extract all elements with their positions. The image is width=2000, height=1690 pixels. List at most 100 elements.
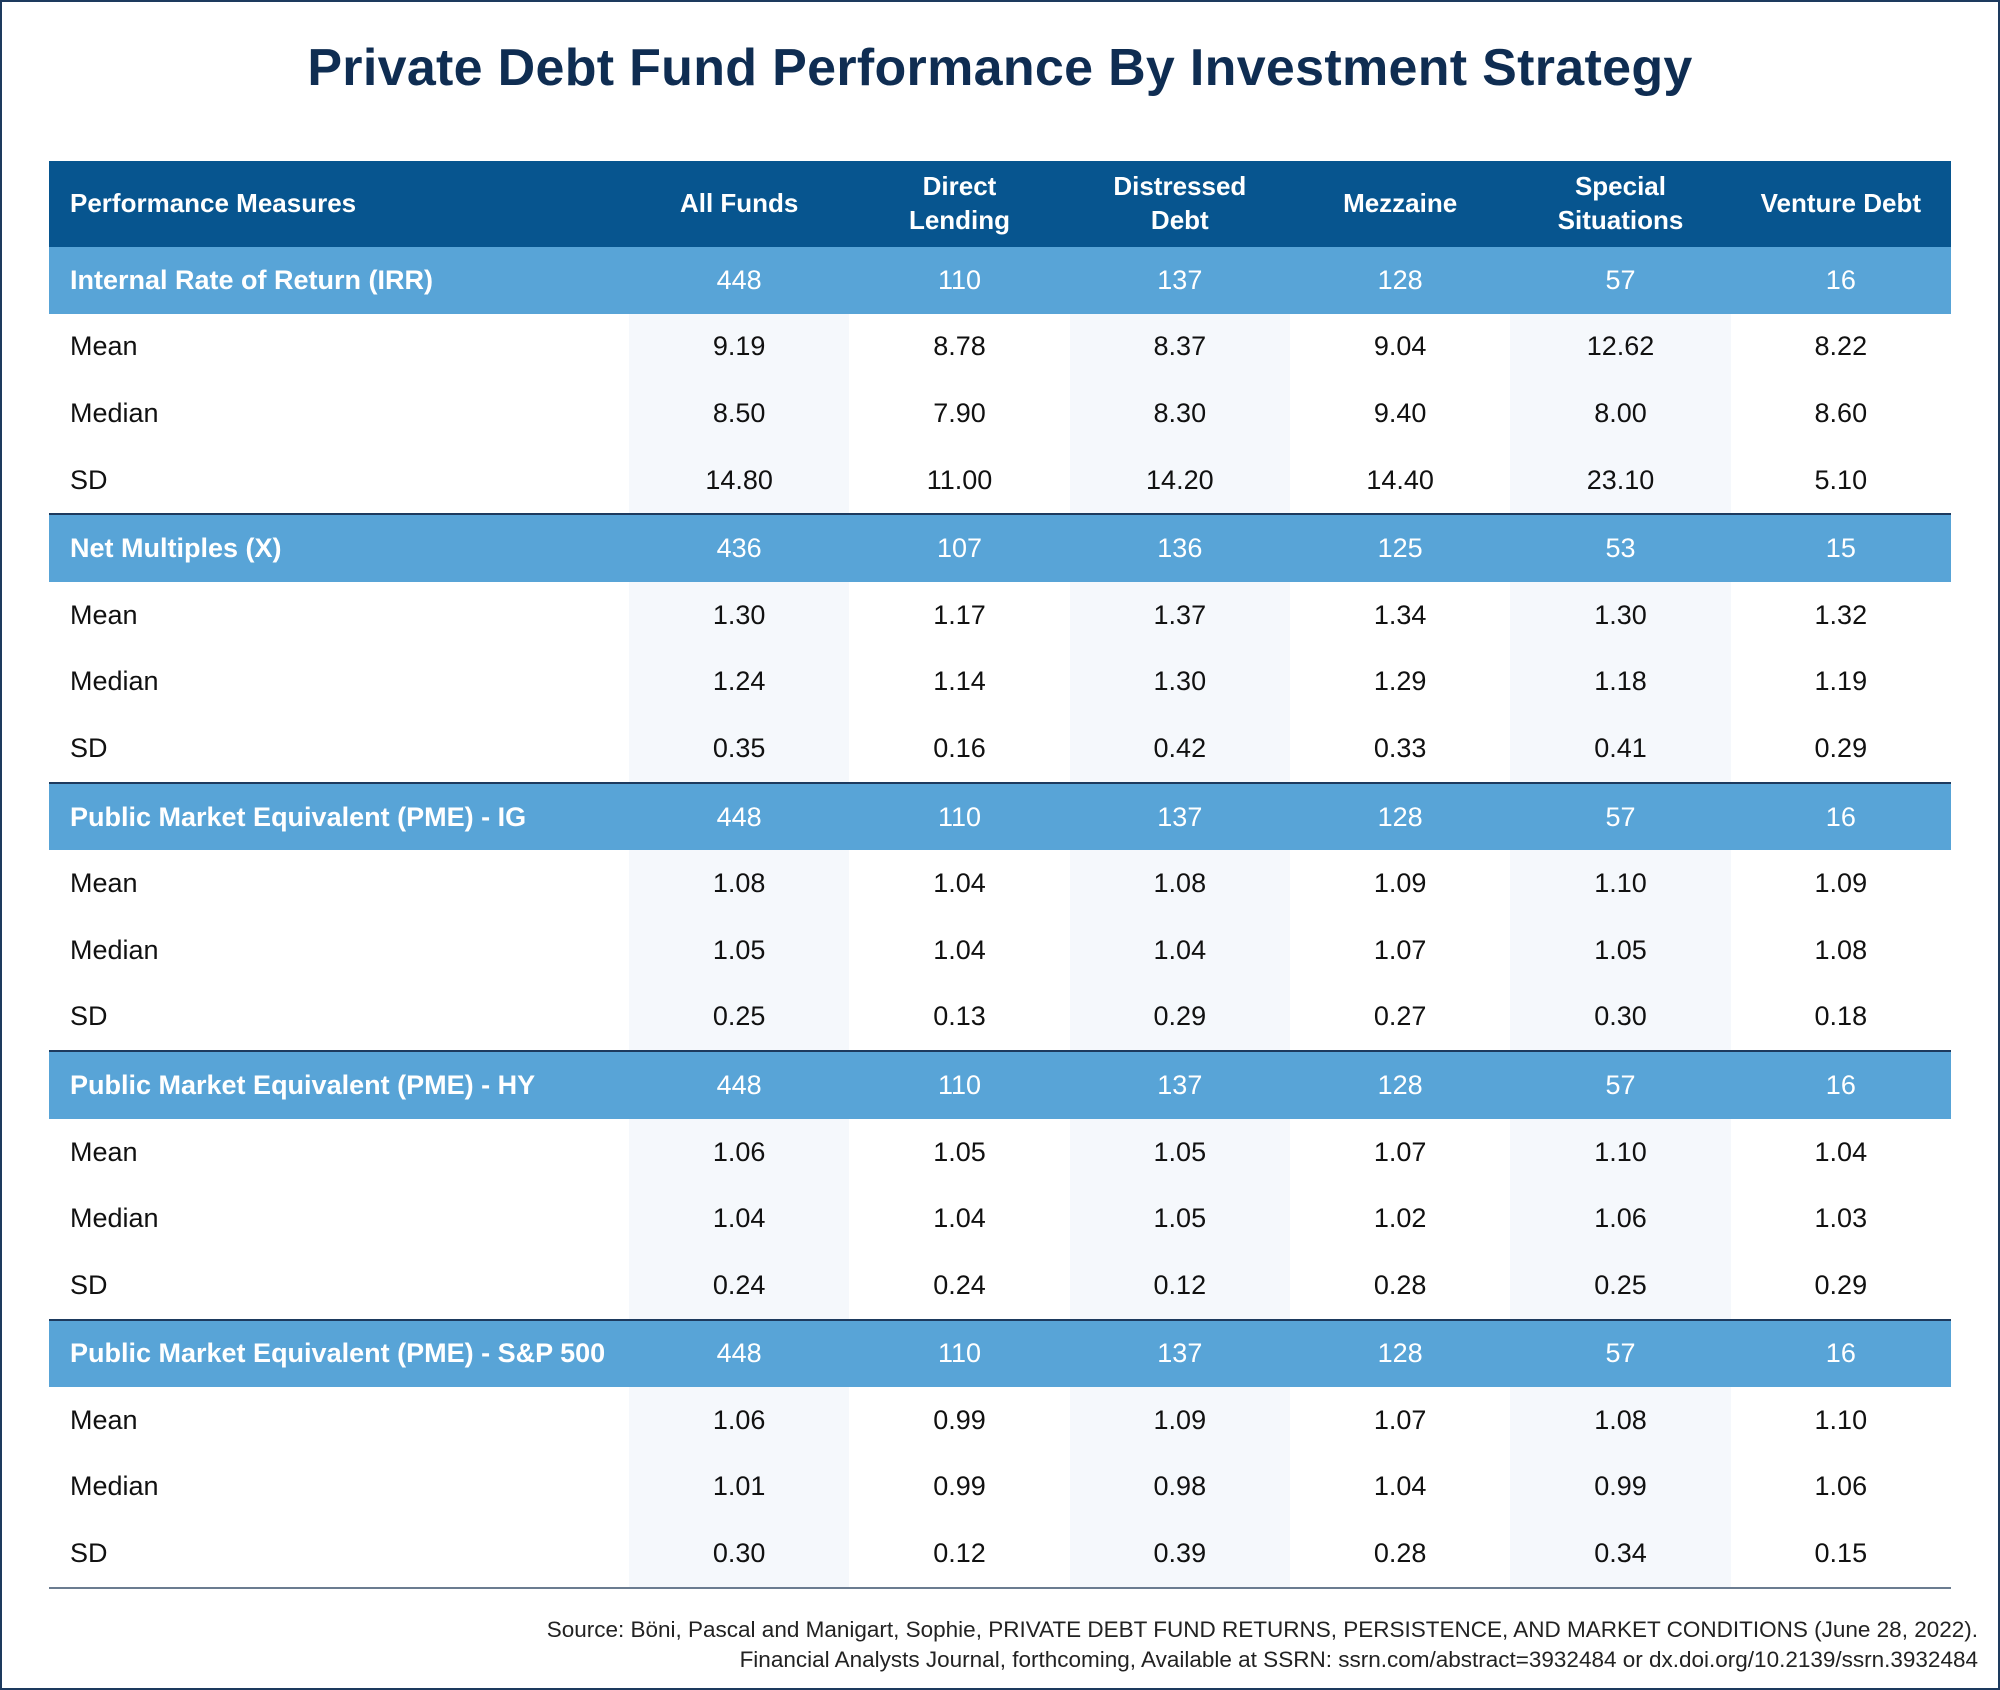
table-cell: 0.25 (629, 983, 850, 1052)
table-cell: 1.05 (1069, 1118, 1290, 1186)
section-count: 125 (1289, 514, 1511, 582)
table-cell: 1.05 (1510, 916, 1731, 984)
section-count: 53 (1510, 514, 1731, 582)
section-count: 128 (1289, 782, 1511, 851)
section-label: Public Market Equivalent (PME) - HY (49, 1051, 629, 1119)
section-count: 57 (1510, 782, 1731, 851)
row-label: Median (70, 1203, 159, 1234)
table-cell: 1.04 (629, 1185, 850, 1252)
table-row: Median 1.01 0.99 0.98 1.04 0.99 1.06 (49, 1453, 1951, 1521)
section-count: 436 (629, 514, 850, 582)
section-label: Public Market Equivalent (PME) - S&P 500 (49, 1319, 629, 1388)
table-cell: 8.78 (933, 331, 986, 362)
table-cell: 0.30 (1510, 983, 1731, 1052)
table-cell: 9.04 (1373, 331, 1427, 362)
table-cell: 1.07 (1373, 1136, 1427, 1167)
table-cell: 1.03 (1814, 1203, 1868, 1234)
source-line-1: Source: Böni, Pascal and Manigart, Sophi… (546, 1617, 1978, 1642)
table-cell: 1.05 (629, 916, 850, 984)
row-label: SD (70, 1538, 108, 1569)
table-cell: 0.16 (933, 732, 986, 763)
row-label: SD (70, 732, 108, 763)
section-header-row: Public Market Equivalent (PME) - HY 448 11… (49, 1051, 1951, 1119)
table-cell: 0.99 (1510, 1453, 1731, 1521)
section-count: 57 (1510, 1051, 1731, 1119)
table-cell: 1.05 (1069, 1185, 1290, 1252)
table-cell: 0.18 (1814, 1001, 1868, 1032)
table-cell: 1.06 (629, 1118, 850, 1186)
row-label: Mean (70, 1136, 138, 1167)
table-cell: 0.41 (1510, 715, 1731, 783)
table-cell: 1.37 (1069, 581, 1290, 649)
section-header-row: Net Multiples (X) 436 107 136 125 53 15 (49, 514, 1951, 582)
table-header-row: Performance Measures All Funds Direct Lend… (49, 161, 1951, 247)
section-label: Public Market Equivalent (PME) - IG (49, 782, 629, 851)
column-header: Performance Measures (49, 161, 629, 247)
table-row: SD 0.35 0.16 0.42 0.33 0.41 0.29 (49, 715, 1951, 783)
table-cell: 1.06 (1510, 1185, 1731, 1252)
table-cell: 0.98 (1069, 1453, 1290, 1521)
table-cell: 1.05 (933, 1136, 986, 1167)
table-cell: 1.30 (1069, 648, 1290, 716)
table-cell: 0.30 (629, 1520, 850, 1588)
section-count: 448 (629, 782, 850, 851)
table-cell: 0.28 (1373, 1538, 1427, 1569)
row-label: SD (70, 1001, 108, 1032)
table-cell: 1.02 (1373, 1203, 1427, 1234)
table-cell: 1.10 (1510, 1118, 1731, 1186)
table-cell: 1.04 (933, 868, 986, 899)
row-label: Median (70, 666, 159, 697)
table-cell: 1.29 (1373, 666, 1427, 697)
section-label: Net Multiples (X) (49, 514, 629, 582)
table-row: SD 0.24 0.24 0.12 0.28 0.25 0.29 (49, 1251, 1951, 1320)
table-cell: 0.24 (629, 1251, 850, 1320)
section-label: Internal Rate of Return (IRR) (49, 247, 629, 314)
column-header: Special Situations (1510, 161, 1731, 247)
table-cell: 1.08 (1069, 850, 1290, 917)
row-label: Mean (70, 868, 138, 899)
table-cell: 12.62 (1510, 313, 1731, 381)
table-cell: 1.04 (933, 934, 986, 965)
table-cell: 1.07 (1373, 934, 1427, 965)
section-count: 110 (849, 782, 1070, 851)
row-label: Median (70, 934, 159, 965)
section-header-row: Public Market Equivalent (PME) - IG 448 11… (49, 782, 1951, 851)
source-note: Source: Böni, Pascal and Manigart, Sophi… (547, 1615, 1978, 1675)
table-cell: 1.06 (1814, 1471, 1868, 1502)
table-cell: 1.08 (1510, 1387, 1731, 1454)
table-cell: 9.40 (1373, 397, 1427, 428)
table-cell: 1.04 (933, 1203, 986, 1234)
section-count: 136 (1069, 514, 1290, 582)
table-row: Mean 1.08 1.04 1.08 1.09 1.10 1.09 (49, 850, 1951, 917)
table-row: Mean 9.19 8.78 8.37 9.04 12.62 8.22 (49, 313, 1951, 381)
section-count: 137 (1069, 1319, 1290, 1388)
section-count: 16 (1730, 782, 1951, 851)
table-cell: 8.22 (1814, 331, 1868, 362)
row-label: Mean (70, 1404, 138, 1435)
section-count: 137 (1069, 1051, 1290, 1119)
performance-table: Performance Measures All Funds Direct Lend… (49, 161, 1951, 1589)
table-cell: 1.34 (1373, 599, 1427, 630)
table-cell: 0.28 (1373, 1269, 1427, 1300)
section-count: 448 (629, 1319, 850, 1388)
section-count: 448 (629, 247, 850, 314)
row-label: Mean (70, 599, 138, 630)
section-count: 128 (1289, 1319, 1511, 1388)
column-header: Venture Debt (1730, 161, 1951, 247)
source-line-2: Financial Analysts Journal, forthcoming,… (739, 1647, 1978, 1672)
table-row: Mean 1.30 1.17 1.37 1.34 1.30 1.32 (49, 581, 1951, 649)
section-count: 110 (849, 247, 1070, 314)
section-count: 137 (1069, 782, 1290, 851)
table-cell: 0.13 (933, 1001, 986, 1032)
table-cell: 0.29 (1069, 983, 1290, 1052)
table-cell: 1.18 (1510, 648, 1731, 716)
table-cell: 0.25 (1510, 1251, 1731, 1320)
table-cell: 0.33 (1373, 732, 1427, 763)
table-cell: 0.29 (1814, 732, 1868, 763)
table-cell: 8.60 (1814, 397, 1868, 428)
column-header: Direct Lending (849, 161, 1070, 247)
table-cell: 0.15 (1814, 1538, 1868, 1569)
table-row: SD 14.80 11.00 14.20 14.40 23.10 5.10 (49, 446, 1951, 515)
section-count: 16 (1730, 247, 1951, 314)
table-cell: 1.10 (1814, 1404, 1868, 1435)
